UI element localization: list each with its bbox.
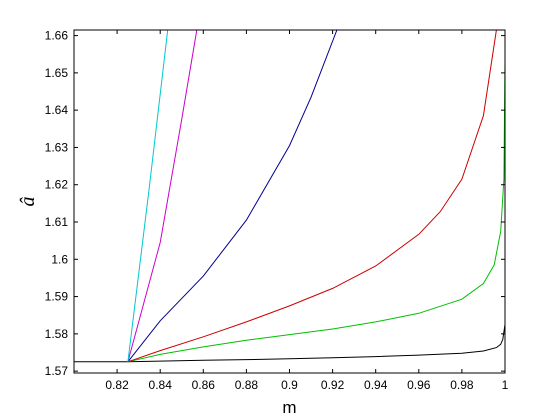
y-tick-label: 1.62 [45,178,69,192]
x-tick-label: 1 [502,378,509,392]
x-tick-label: 0.92 [321,378,345,392]
x-tick-label: 0.84 [149,378,173,392]
x-axis-label: m [282,398,296,417]
y-tick-label: 1.66 [45,29,69,43]
x-tick-label: 0.9 [281,378,298,392]
y-tick-label: 1.65 [45,66,69,80]
x-tick-label: 0.86 [192,378,216,392]
y-tick-label: 1.57 [45,364,69,378]
x-tick-label: 0.98 [450,378,474,392]
y-tick-label: 1.61 [45,215,69,229]
series-line-2 [127,59,505,363]
series-line-6 [127,30,169,362]
y-tick-label: 1.59 [45,290,69,304]
y-axis-label: â [17,197,39,207]
x-tick-label: 0.82 [105,378,129,392]
y-axis-ticks: 1.57 1.58 1.59 1.6 1.61 1.62 1.63 1.64 1.65 1.66 [45,29,505,378]
y-tick-label: 1.6 [51,252,68,266]
series-line-3 [127,30,497,363]
x-tick-label: 0.96 [407,378,431,392]
y-tick-label: 1.58 [45,327,69,341]
series-line-5 [127,30,198,362]
y-tick-label: 1.63 [45,140,69,154]
y-tick-label: 1.64 [45,103,69,117]
series-layer [74,30,505,363]
x-axis-ticks: 0.82 0.84 0.86 0.88 0.9 0.92 0.94 0.96 0.98 1 [105,30,509,392]
x-tick-label: 0.94 [364,378,388,392]
series-line-4 [127,30,338,363]
series-line-1 [74,298,505,363]
x-tick-label: 0.88 [235,378,259,392]
